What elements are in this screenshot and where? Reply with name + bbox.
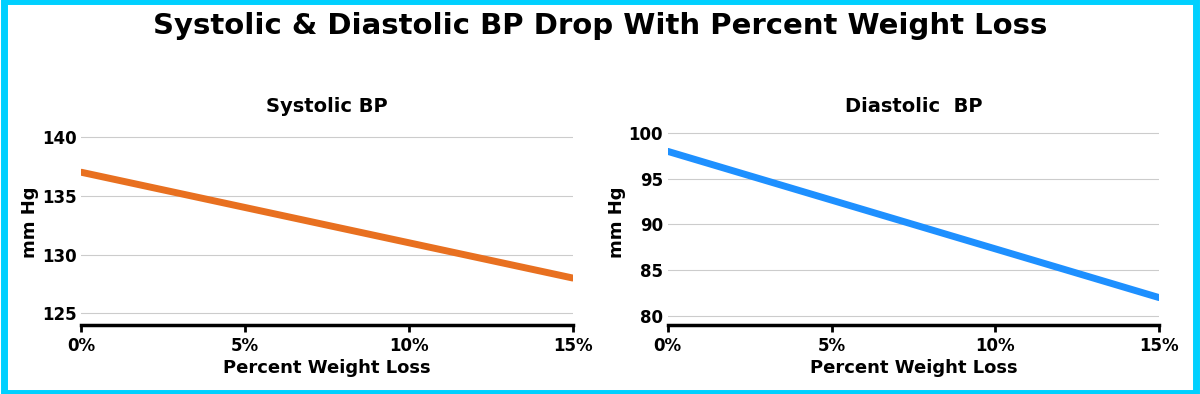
Title: Diastolic  BP: Diastolic BP (845, 97, 982, 116)
Title: Systolic BP: Systolic BP (266, 97, 388, 116)
Y-axis label: mm Hg: mm Hg (607, 186, 625, 258)
Text: Systolic & Diastolic BP Drop With Percent Weight Loss: Systolic & Diastolic BP Drop With Percen… (152, 12, 1048, 40)
X-axis label: Percent Weight Loss: Percent Weight Loss (810, 359, 1018, 377)
Y-axis label: mm Hg: mm Hg (20, 186, 38, 258)
X-axis label: Percent Weight Loss: Percent Weight Loss (223, 359, 431, 377)
